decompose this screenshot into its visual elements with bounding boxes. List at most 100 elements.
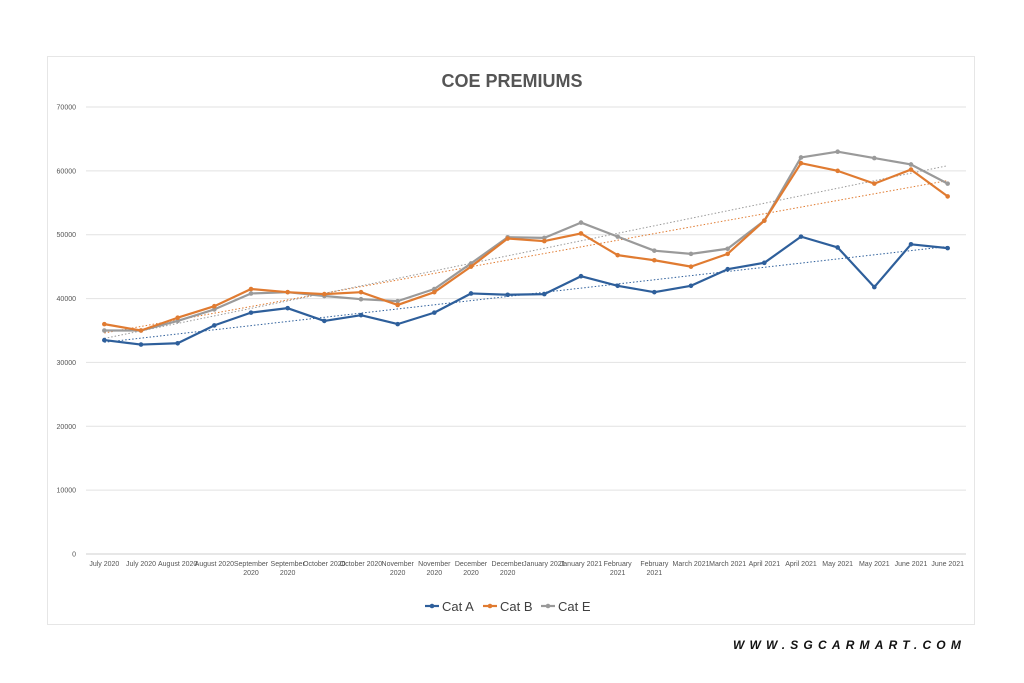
data-point: [248, 286, 254, 292]
data-point: [358, 289, 364, 295]
data-point: [578, 220, 584, 225]
data-point: [725, 266, 730, 272]
data-point: [725, 251, 730, 257]
legend-label: Cat E: [558, 599, 591, 614]
data-point: [908, 162, 914, 167]
data-point: [688, 283, 694, 289]
x-tick-label: June 2021: [895, 561, 928, 568]
chart-title: COE PREMIUMS: [441, 71, 582, 91]
data-point: [248, 310, 254, 315]
data-point: [578, 231, 584, 236]
data-point: [542, 291, 547, 297]
x-tick-label: February 2021: [640, 561, 669, 577]
x-tick-label: March 2021: [709, 561, 746, 568]
legend-label: Cat B: [500, 599, 533, 614]
y-tick-label: 10000: [57, 488, 77, 495]
y-tick-label: 50000: [57, 232, 77, 239]
data-point: [872, 284, 877, 290]
data-point: [138, 342, 144, 347]
data-point: [248, 291, 254, 296]
data-point: [615, 283, 620, 289]
legend-label: Cat A: [442, 599, 474, 614]
data-point: [908, 167, 914, 172]
data-point: [652, 257, 657, 263]
x-tick-label: July 2020: [126, 561, 156, 568]
y-tick-label: 70000: [57, 105, 77, 112]
legend-swatch-marker: [429, 603, 435, 609]
grid-lines: [86, 106, 966, 555]
data-point: [322, 291, 327, 297]
trendline: [104, 165, 948, 339]
data-point: [798, 234, 804, 239]
data-point: [688, 264, 694, 269]
data-point: [212, 307, 217, 312]
data-point: [175, 318, 180, 324]
data-point: [945, 245, 950, 251]
data-point: [798, 160, 804, 166]
data-point: [138, 328, 144, 333]
data-point: [542, 238, 547, 244]
x-tick-label: May 2021: [859, 561, 890, 568]
y-tick-label: 0: [72, 552, 76, 559]
x-tick-label: November 2020: [382, 561, 415, 577]
trendlines: [104, 165, 948, 343]
legend-swatch-marker: [487, 603, 493, 609]
y-tick-label: 40000: [57, 296, 77, 303]
x-tick-label: May 2021: [822, 561, 853, 568]
data-point: [835, 168, 840, 174]
data-point: [468, 264, 474, 269]
x-tick-label: December 2020: [492, 561, 525, 577]
data-point: [872, 181, 877, 186]
data-point: [212, 323, 217, 328]
x-tick-label: January 2021: [560, 561, 603, 568]
data-point: [798, 155, 804, 160]
x-tick-label: January 2021: [523, 561, 566, 568]
data-point: [652, 289, 657, 295]
series-line: [104, 162, 949, 332]
x-tick-label: June 2021: [931, 561, 964, 568]
x-tick-label: March 2021: [673, 561, 710, 568]
data-point: [432, 289, 437, 295]
x-tick-label: November 2020: [418, 561, 451, 577]
data-point: [395, 302, 400, 308]
data-point: [578, 273, 584, 279]
x-tick-label: April 2021: [785, 561, 817, 568]
x-tick-label: February 2021: [604, 561, 633, 577]
series-group: [102, 160, 950, 333]
y-tick-label: 60000: [57, 168, 77, 175]
data-point: [688, 251, 694, 257]
data-point: [395, 321, 400, 327]
watermark: WWW.SGCARMART.COM: [733, 638, 967, 652]
data-point: [542, 235, 547, 241]
data-point: [945, 194, 950, 199]
data-point: [505, 292, 510, 298]
data-point: [285, 289, 290, 295]
data-point: [615, 234, 620, 239]
data-point: [835, 245, 840, 250]
data-point: [358, 296, 364, 302]
data-point: [102, 328, 107, 333]
data-point: [395, 298, 400, 304]
trendline: [104, 180, 948, 334]
data-point: [872, 155, 877, 161]
data-point: [175, 340, 180, 346]
legend-item: Cat B: [483, 599, 533, 614]
data-point: [175, 315, 180, 321]
data-point: [102, 337, 107, 343]
data-point: [468, 291, 474, 296]
data-point: [725, 246, 730, 252]
data-point: [945, 181, 950, 186]
data-point: [432, 310, 437, 315]
data-point: [615, 252, 620, 258]
data-point: [908, 241, 914, 247]
series-group: [102, 149, 950, 333]
x-tick-label: October 2020: [303, 561, 346, 568]
data-point: [505, 236, 510, 241]
chart-area: COE PREMIUMS 0 10000 20000 30000 40000 50000 6…: [47, 56, 975, 625]
data-point: [762, 260, 767, 266]
data-point: [212, 303, 217, 309]
series-line: [104, 235, 948, 346]
x-tick-label: December 2020: [455, 561, 488, 577]
data-point: [102, 321, 107, 327]
